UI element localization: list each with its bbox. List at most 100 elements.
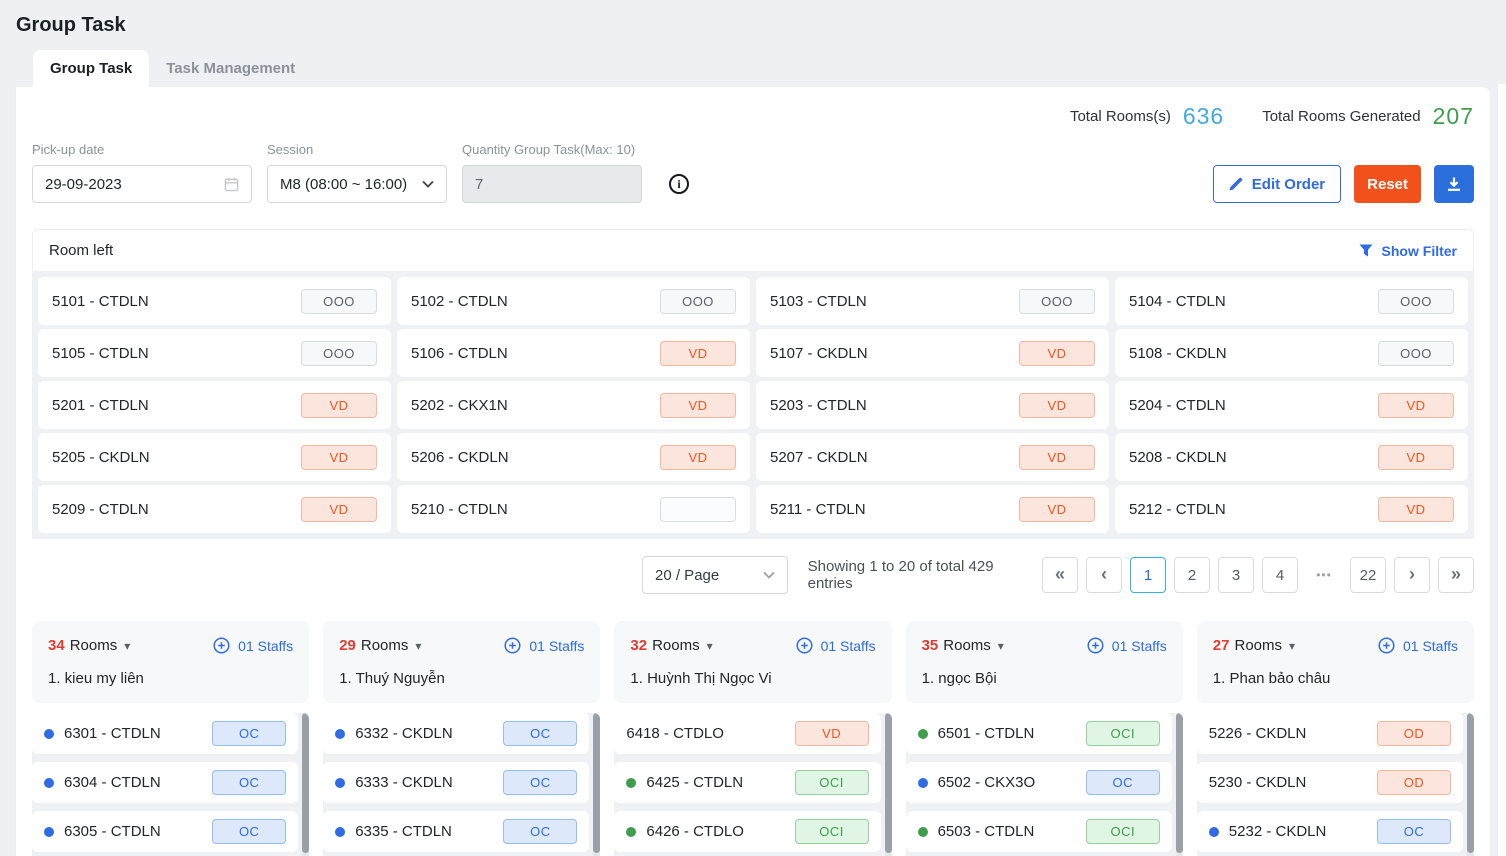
room-status-badge[interactable]: VD [1019, 496, 1095, 522]
room-status-badge[interactable]: OC [503, 819, 578, 844]
scrollbar-thumb[interactable] [884, 713, 892, 853]
room-status-badge[interactable]: VD [1378, 496, 1454, 522]
scrollbar[interactable] [302, 713, 310, 856]
room-status-badge[interactable]: OOO [1378, 288, 1454, 314]
scrollbar[interactable] [1467, 713, 1474, 856]
rooms-count-dropdown[interactable]: 34 Rooms ▾ [48, 637, 130, 654]
rooms-count-dropdown[interactable]: 35 Rooms ▾ [922, 637, 1004, 654]
pagination-page[interactable]: 4 [1262, 557, 1298, 593]
room-card[interactable]: 5207 - CKDLN VD [756, 433, 1109, 481]
info-circle-icon[interactable]: i [669, 174, 689, 194]
room-card[interactable]: 5103 - CTDLN OOO [756, 277, 1109, 325]
room-card[interactable]: 5105 - CTDLN OOO [38, 329, 391, 377]
download-button[interactable] [1434, 165, 1474, 203]
room-status-badge[interactable]: OC [212, 721, 287, 746]
rooms-count-dropdown[interactable]: 29 Rooms ▾ [339, 637, 421, 654]
room-status-badge[interactable]: OC [212, 819, 287, 844]
scrollbar[interactable] [1175, 713, 1183, 856]
room-list-item[interactable]: 6305 - CTDLN OC [32, 811, 299, 852]
room-card[interactable]: 5208 - CKDLN VD [1115, 433, 1468, 481]
room-status-badge[interactable]: OCI [1085, 721, 1160, 746]
room-list-item[interactable]: 6304 - CTDLN OC [32, 762, 299, 803]
pagination-arrow[interactable]: › [1394, 557, 1430, 593]
room-status-badge[interactable]: OOO [301, 288, 377, 314]
add-staff-button[interactable]: 01 Staffs [796, 637, 876, 654]
room-status-badge[interactable]: OC [1377, 819, 1451, 844]
scrollbar-thumb[interactable] [1175, 713, 1183, 853]
room-status-badge[interactable]: OOO [1019, 288, 1095, 314]
room-status-badge[interactable]: VD [660, 444, 736, 470]
reset-button[interactable]: Reset [1354, 165, 1421, 203]
add-staff-button[interactable]: 01 Staffs [213, 637, 293, 654]
room-status-badge[interactable]: OC [503, 721, 578, 746]
room-status-badge[interactable]: OD [1377, 770, 1451, 795]
room-status-badge[interactable]: OCI [794, 819, 869, 844]
room-list-item[interactable]: 6503 - CTDLN OCI [905, 811, 1172, 852]
room-card[interactable]: 5104 - CTDLN OOO [1115, 277, 1468, 325]
page-size-select[interactable]: 20 / Page [642, 556, 788, 594]
pagination-page[interactable]: 1 [1130, 557, 1166, 593]
room-card[interactable]: 5210 - CTDLN [397, 485, 750, 533]
pagination-arrow[interactable]: ‹ [1086, 557, 1122, 593]
room-list-item[interactable]: 6301 - CTDLN OC [32, 713, 299, 754]
page-scrollbar[interactable] [1497, 84, 1506, 856]
room-status-badge[interactable]: VD [1019, 340, 1095, 366]
room-status-badge[interactable]: OC [1085, 770, 1160, 795]
room-card[interactable]: 5209 - CTDLN VD [38, 485, 391, 533]
room-card[interactable]: 5101 - CTDLN OOO [38, 277, 391, 325]
pagination-page[interactable]: 3 [1218, 557, 1254, 593]
room-list-item[interactable]: 5232 - CKDLN OC [1196, 811, 1463, 852]
room-status-badge[interactable] [660, 496, 736, 522]
pagination-arrow[interactable]: » [1438, 557, 1474, 593]
show-filter-button[interactable]: Show Filter [1359, 243, 1457, 259]
room-card[interactable]: 5206 - CKDLN VD [397, 433, 750, 481]
pagination-page[interactable]: 2 [1174, 557, 1210, 593]
room-status-badge[interactable]: OOO [1378, 340, 1454, 366]
room-list-item[interactable]: 6501 - CTDLN OCI [905, 713, 1172, 754]
scrollbar-thumb[interactable] [593, 713, 601, 853]
room-list-item[interactable]: 5226 - CKDLN OD [1196, 713, 1463, 754]
room-card[interactable]: 5108 - CKDLN OOO [1115, 329, 1468, 377]
scrollbar[interactable] [593, 713, 601, 856]
add-staff-button[interactable]: 01 Staffs [504, 637, 584, 654]
room-list-item[interactable]: 6502 - CKX3O OC [905, 762, 1172, 803]
tab-group-task[interactable]: Group Task [33, 50, 150, 87]
add-staff-button[interactable]: 01 Staffs [1378, 637, 1458, 654]
room-status-badge[interactable]: OCI [794, 770, 869, 795]
room-list-item[interactable]: 5230 - CKDLN OD [1196, 762, 1463, 803]
room-card[interactable]: 5203 - CTDLN VD [756, 381, 1109, 429]
rooms-count-dropdown[interactable]: 27 Rooms ▾ [1213, 637, 1295, 654]
room-status-badge[interactable]: VD [1019, 444, 1095, 470]
room-list-item[interactable]: 6332 - CKDLN OC [323, 713, 590, 754]
rooms-count-dropdown[interactable]: 32 Rooms ▾ [630, 637, 712, 654]
room-list-item[interactable]: 6426 - CTDLO OCI [614, 811, 881, 852]
room-status-badge[interactable]: VD [660, 392, 736, 418]
room-card[interactable]: 5205 - CKDLN VD [38, 433, 391, 481]
room-status-badge[interactable]: OC [503, 770, 578, 795]
room-list-item[interactable]: 6335 - CTDLN OC [323, 811, 590, 852]
room-status-badge[interactable]: OD [1377, 721, 1451, 746]
room-status-badge[interactable]: VD [794, 721, 869, 746]
pickup-date-input[interactable]: 29-09-2023 [32, 165, 252, 203]
room-card[interactable]: 5102 - CTDLN OOO [397, 277, 750, 325]
room-card[interactable]: 5204 - CTDLN VD [1115, 381, 1468, 429]
room-list-item[interactable]: 6333 - CKDLN OC [323, 762, 590, 803]
pagination-arrow[interactable]: « [1042, 557, 1078, 593]
room-card[interactable]: 5106 - CTDLN VD [397, 329, 750, 377]
room-list-item[interactable]: 6418 - CTDLO VD [614, 713, 881, 754]
room-status-badge[interactable]: VD [301, 444, 377, 470]
room-status-badge[interactable]: OOO [301, 340, 377, 366]
tab-task-management[interactable]: Task Management [166, 60, 296, 77]
room-status-badge[interactable]: VD [1378, 444, 1454, 470]
session-select[interactable]: M8 (08:00 ~ 16:00) [267, 165, 447, 203]
room-card[interactable]: 5107 - CKDLN VD [756, 329, 1109, 377]
room-card[interactable]: 5201 - CTDLN VD [38, 381, 391, 429]
room-status-badge[interactable]: VD [1378, 392, 1454, 418]
room-status-badge[interactable]: OC [212, 770, 287, 795]
add-staff-button[interactable]: 01 Staffs [1087, 637, 1167, 654]
room-card[interactable]: 5211 - CTDLN VD [756, 485, 1109, 533]
room-card[interactable]: 5212 - CTDLN VD [1115, 485, 1468, 533]
room-status-badge[interactable]: VD [301, 392, 377, 418]
scrollbar-thumb[interactable] [1467, 713, 1474, 853]
room-list-item[interactable]: 6425 - CTDLN OCI [614, 762, 881, 803]
